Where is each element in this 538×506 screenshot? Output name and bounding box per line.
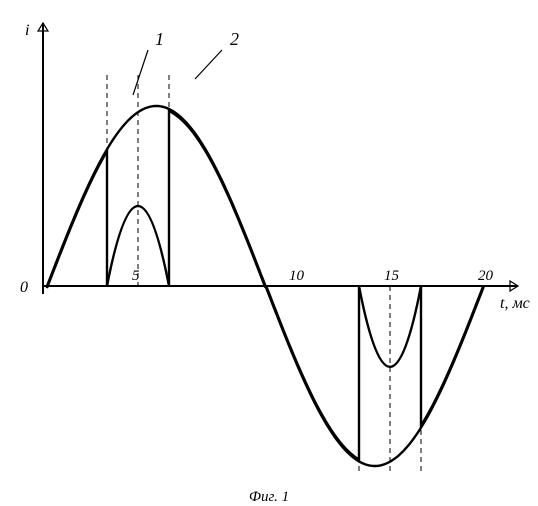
origin-label: 0 xyxy=(20,279,28,296)
curve-1 xyxy=(421,286,483,426)
curve_1-leader xyxy=(133,50,148,95)
figure-caption: Фиг. 1 xyxy=(249,489,289,505)
curve-1 xyxy=(47,151,107,288)
x-axis-label: t, мс xyxy=(500,295,530,312)
curve_1-label: 1 xyxy=(155,29,164,49)
x-tick-label: 10 xyxy=(289,268,305,284)
y-axis-label: i xyxy=(25,22,29,39)
x-tick-label: 15 xyxy=(384,268,400,284)
x-tick-label: 20 xyxy=(478,268,494,284)
x-tick-label: 5 xyxy=(132,268,140,284)
curve_2-label: 2 xyxy=(230,29,239,49)
curve_2-leader xyxy=(195,50,222,79)
